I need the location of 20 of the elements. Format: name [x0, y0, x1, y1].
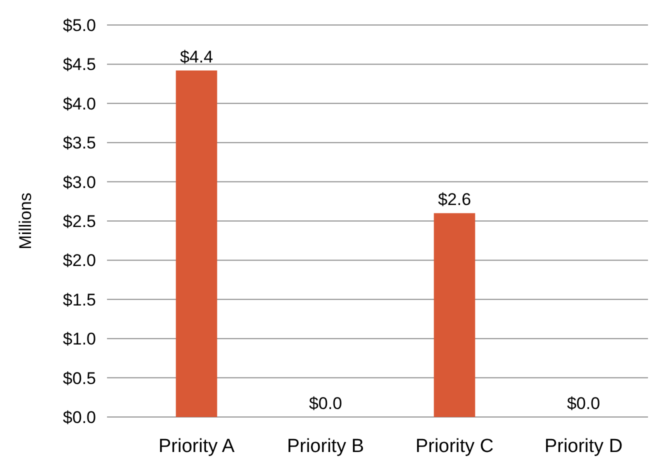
- y-tick-label: $3.0: [62, 172, 96, 192]
- y-axis-title: Millions: [16, 192, 35, 250]
- y-tick-label: $5.0: [62, 16, 96, 35]
- y-tick-label: $2.0: [62, 251, 96, 270]
- y-tick-label: $3.5: [62, 134, 96, 153]
- y-tick-label: $0.5: [62, 368, 96, 388]
- y-tick-label: $4.5: [62, 55, 96, 74]
- x-tick-label: Priority C: [415, 436, 494, 457]
- y-tick-label: $0.0: [62, 408, 96, 427]
- x-tick-label: Priority A: [158, 436, 235, 457]
- data-label: $0.0: [566, 394, 600, 413]
- y-tick-label: $1.0: [62, 330, 96, 349]
- y-tick-label: $4.0: [62, 94, 96, 114]
- data-label: $0.0: [308, 394, 342, 413]
- x-tick-label: Priority D: [544, 436, 623, 457]
- y-tick-label: $2.5: [62, 212, 96, 231]
- data-label: $2.6: [438, 190, 472, 210]
- data-label: $4.4: [180, 47, 214, 66]
- y-tick-label: $1.5: [62, 290, 96, 310]
- x-tick-label: Priority B: [286, 436, 364, 457]
